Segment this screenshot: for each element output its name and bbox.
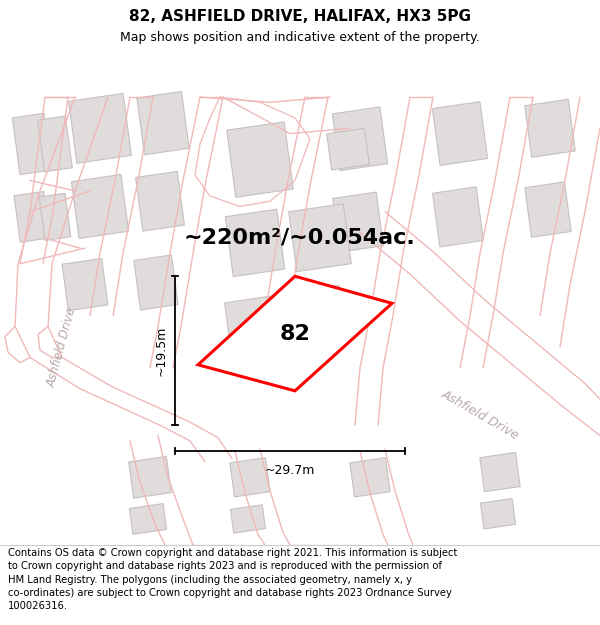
Polygon shape (350, 458, 390, 497)
Polygon shape (332, 107, 388, 171)
Polygon shape (227, 122, 293, 198)
Polygon shape (68, 93, 131, 163)
Text: ~29.7m: ~29.7m (265, 464, 315, 476)
Polygon shape (481, 499, 515, 529)
Polygon shape (130, 504, 167, 534)
Text: Contains OS data © Crown copyright and database right 2021. This information is : Contains OS data © Crown copyright and d… (8, 548, 457, 611)
Text: ~19.5m: ~19.5m (155, 326, 167, 376)
Polygon shape (433, 102, 488, 166)
Polygon shape (129, 456, 171, 498)
Polygon shape (230, 505, 265, 533)
Polygon shape (225, 209, 285, 277)
Polygon shape (137, 91, 189, 155)
Polygon shape (136, 171, 184, 231)
Polygon shape (39, 193, 71, 241)
Polygon shape (224, 296, 280, 356)
Polygon shape (480, 452, 520, 492)
Polygon shape (71, 174, 128, 239)
Polygon shape (38, 116, 73, 172)
Polygon shape (289, 204, 351, 272)
Polygon shape (525, 182, 571, 238)
Text: 82, ASHFIELD DRIVE, HALIFAX, HX3 5PG: 82, ASHFIELD DRIVE, HALIFAX, HX3 5PG (129, 9, 471, 24)
Text: Map shows position and indicative extent of the property.: Map shows position and indicative extent… (120, 31, 480, 44)
Polygon shape (332, 192, 383, 252)
Polygon shape (230, 458, 270, 497)
Polygon shape (13, 113, 52, 174)
Polygon shape (327, 128, 369, 170)
Text: Ashfield Drive: Ashfield Drive (45, 306, 79, 388)
Polygon shape (433, 187, 484, 247)
Text: ~220m²/~0.054ac.: ~220m²/~0.054ac. (184, 228, 416, 248)
Polygon shape (62, 259, 108, 311)
Polygon shape (290, 286, 346, 346)
Polygon shape (198, 276, 392, 391)
Polygon shape (14, 191, 50, 242)
Polygon shape (134, 255, 178, 310)
Polygon shape (525, 99, 575, 158)
Text: 82: 82 (280, 324, 310, 344)
Text: Ashfield Drive: Ashfield Drive (439, 388, 521, 442)
